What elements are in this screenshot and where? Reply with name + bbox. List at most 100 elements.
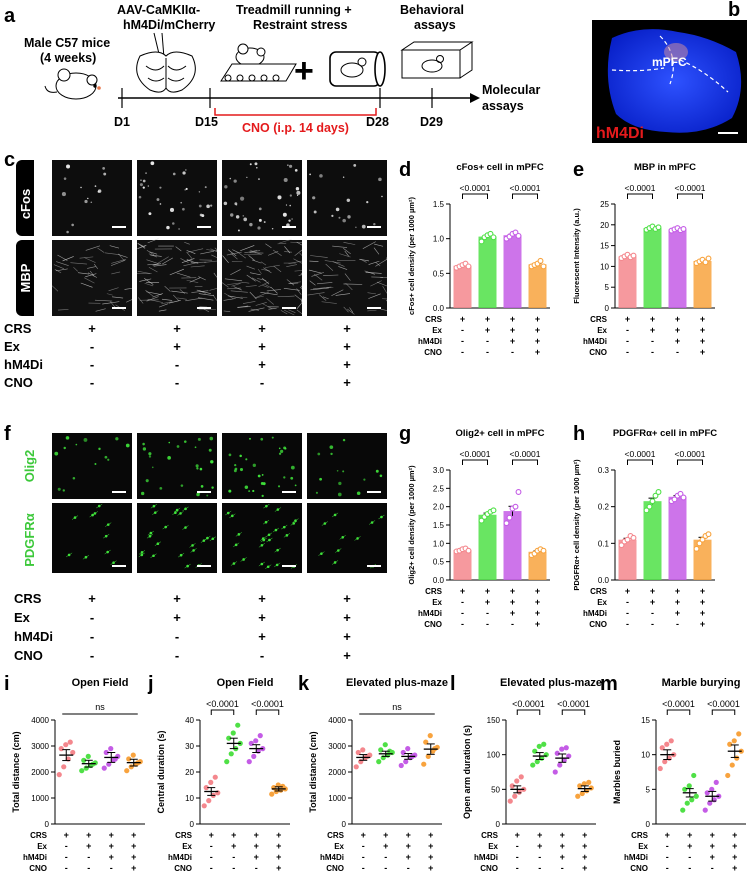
data-point bbox=[705, 255, 712, 262]
mbp-fiber bbox=[84, 257, 96, 263]
condition-sign: + bbox=[515, 830, 520, 840]
mbp-fiber bbox=[184, 241, 190, 245]
y-tick-label: 1.0 bbox=[433, 539, 445, 548]
condition-label-cno: CNO bbox=[326, 864, 344, 873]
olig2-cell bbox=[228, 453, 232, 457]
condition-sign: - bbox=[461, 347, 464, 357]
mbp-fiber bbox=[283, 309, 295, 316]
y-axis-label: Fluorescent Intensity (a.u.) bbox=[572, 208, 581, 304]
condition-sign: + bbox=[131, 830, 136, 840]
y-tick-label: 0.3 bbox=[598, 466, 610, 475]
data-point bbox=[693, 793, 699, 799]
pdgfra-process bbox=[260, 537, 267, 543]
mbp-fiber bbox=[261, 268, 270, 272]
data-point bbox=[668, 738, 674, 744]
data-point bbox=[689, 797, 695, 803]
data-point bbox=[376, 759, 382, 765]
condition-sign: + bbox=[675, 597, 680, 607]
olig2-cell bbox=[183, 440, 187, 443]
mbp-fiber bbox=[227, 287, 241, 290]
mbp-fiber bbox=[343, 242, 356, 245]
pdgfra-process bbox=[230, 561, 238, 566]
mbp-fiber bbox=[343, 306, 349, 313]
bar bbox=[643, 228, 662, 308]
condition-sign: - bbox=[384, 863, 387, 873]
mbp-fiber bbox=[153, 264, 167, 267]
data-point bbox=[557, 762, 563, 768]
data-point bbox=[734, 755, 740, 761]
olig2-cell bbox=[94, 462, 97, 465]
micrograph-mbp bbox=[52, 240, 132, 316]
condition-sign: - bbox=[90, 610, 94, 625]
data-point bbox=[507, 798, 513, 804]
data-point bbox=[108, 746, 114, 752]
data-point bbox=[63, 742, 69, 748]
mbp-fiber bbox=[286, 264, 298, 267]
mbp-fiber bbox=[257, 278, 267, 281]
significance-label: <0.0001 bbox=[251, 699, 284, 709]
data-point bbox=[534, 759, 540, 765]
panel-letter-h: h bbox=[573, 423, 585, 445]
cfos-cell bbox=[282, 212, 287, 217]
mbp-fiber bbox=[232, 249, 239, 253]
mbp-fiber bbox=[245, 285, 257, 287]
data-point bbox=[630, 534, 637, 541]
pdgfra-process bbox=[177, 552, 185, 558]
pdgfra-process bbox=[65, 552, 73, 558]
mbp-fiber bbox=[296, 309, 303, 315]
chart-l: l Elevated plus-maze Open arm duration (s)… bbox=[450, 673, 602, 873]
y-tick-label: 0 bbox=[496, 820, 501, 829]
data-point bbox=[512, 793, 518, 799]
bar bbox=[453, 265, 472, 308]
significance-bracket bbox=[255, 709, 280, 715]
mbp-fiber bbox=[251, 277, 261, 283]
pdgfra-process bbox=[260, 536, 267, 541]
y-tick-label: 3000 bbox=[31, 742, 49, 751]
mbp-fiber bbox=[286, 279, 295, 286]
mbp-fiber bbox=[111, 259, 126, 266]
condition-sign: + bbox=[258, 591, 266, 606]
condition-sign: + bbox=[535, 314, 540, 324]
cfos-cell bbox=[288, 164, 293, 168]
condition-sign: + bbox=[131, 841, 136, 851]
chart-i: i Open Field Total distance (cm) 0 1000 2000 3… bbox=[4, 673, 145, 873]
y-tick-label: 2000 bbox=[328, 768, 346, 777]
pdgfra-process bbox=[150, 503, 158, 509]
panel-a: a Male C57 mice (4 weeks) D1 D15 D28 D29… bbox=[4, 3, 540, 135]
mbp-fiber bbox=[249, 249, 262, 256]
condition-label-crs: CRS bbox=[481, 831, 499, 840]
row-label-pdgfra: PDGFRα bbox=[22, 513, 37, 567]
row-label-bg-cfos bbox=[16, 160, 34, 236]
olig2-cell bbox=[148, 452, 152, 456]
cfos-cell bbox=[335, 207, 340, 212]
data-point bbox=[490, 507, 497, 514]
condition-sign: - bbox=[65, 863, 68, 873]
condition-sign: + bbox=[86, 830, 91, 840]
mbp-fiber bbox=[365, 271, 382, 274]
data-point bbox=[696, 540, 703, 547]
panel-letter-c: c bbox=[4, 149, 15, 171]
mbp-fiber bbox=[54, 268, 62, 274]
data-point bbox=[554, 750, 560, 756]
olig2-cell bbox=[199, 467, 203, 471]
condition-sign: - bbox=[486, 336, 489, 346]
data-point bbox=[559, 746, 565, 752]
pdgfra-process bbox=[105, 522, 112, 527]
mbp-fiber bbox=[260, 291, 278, 296]
bar bbox=[693, 539, 712, 580]
data-point bbox=[425, 753, 431, 760]
data-point bbox=[79, 768, 85, 774]
chart-title: cFos+ cell in mPFC bbox=[456, 162, 544, 173]
mbp-fiber bbox=[300, 285, 303, 288]
condition-sign: + bbox=[700, 347, 705, 357]
cfos-cell bbox=[159, 203, 162, 205]
data-point bbox=[85, 753, 91, 760]
mbp-fiber bbox=[233, 286, 242, 291]
mbp-fiber bbox=[310, 255, 328, 258]
data-point bbox=[403, 759, 409, 765]
data-point bbox=[727, 741, 733, 747]
condition-sign: + bbox=[650, 597, 655, 607]
olig2-cell bbox=[180, 484, 184, 487]
condition-label-crs: CRS bbox=[30, 831, 48, 840]
data-point bbox=[427, 733, 433, 739]
